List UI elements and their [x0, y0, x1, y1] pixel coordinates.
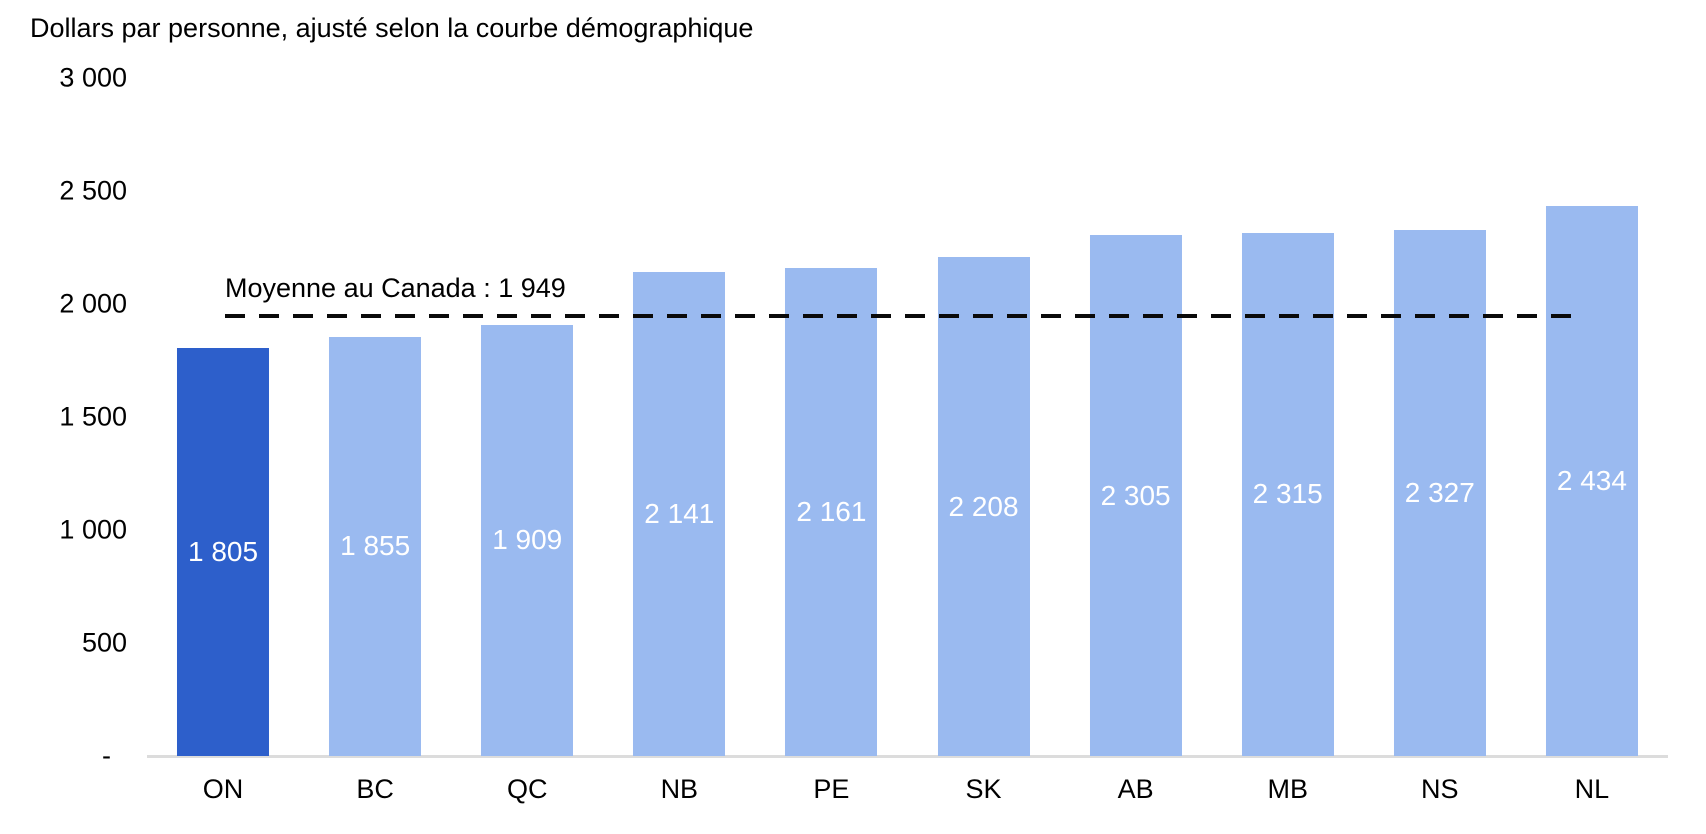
x-axis-label-ab: AB: [1117, 774, 1154, 804]
bar-slot-ns: 2 327 NS: [1364, 78, 1516, 804]
bar-slot-nl: 2 434 NL: [1516, 78, 1668, 804]
bars-container: 1 805 ON 1 855 BC 1 909 QC 2 141 NB 2 161 PE 2 208…: [147, 78, 1668, 804]
bar-slot-on: 1 805 ON: [147, 78, 299, 804]
bar-slot-sk: 2 208 SK: [907, 78, 1059, 804]
bar-value-label: 2 434: [1556, 464, 1627, 496]
bar-value-label: 1 855: [340, 530, 411, 562]
x-axis-label-ns: NS: [1421, 774, 1459, 804]
bar-value-label: 1 909: [492, 524, 563, 556]
x-axis-label-bc: BC: [356, 774, 394, 804]
average-line-label: Moyenne au Canada : 1 949: [225, 272, 566, 303]
bar-value-label: 1 805: [188, 536, 259, 568]
bar-value-label: 2 305: [1100, 479, 1171, 511]
x-axis-label-sk: SK: [965, 774, 1002, 804]
y-tick-label: 2 500: [59, 175, 127, 206]
x-axis-label-nl: NL: [1574, 774, 1610, 804]
bar-value-label: 2 161: [796, 495, 867, 527]
average-dashed-line: [225, 313, 1585, 318]
bar-qc: 1 909: [481, 324, 574, 756]
bar-slot-mb: 2 315 MB: [1212, 78, 1364, 804]
bar-pe: 2 161: [785, 267, 878, 756]
y-tick-label: 500: [81, 627, 127, 658]
bar-ns: 2 327: [1393, 230, 1486, 756]
x-axis-label-qc: QC: [506, 774, 548, 804]
x-axis-label-on: ON: [202, 774, 244, 804]
bar-nb: 2 141: [633, 272, 726, 756]
bar-slot-nb: 2 141 NB: [603, 78, 755, 804]
bar-slot-pe: 2 161 PE: [755, 78, 907, 804]
bar-value-label: 2 327: [1404, 477, 1475, 509]
bar-sk: 2 208: [937, 257, 1030, 756]
bar-nl: 2 434: [1545, 205, 1638, 756]
bar-ab: 2 305: [1089, 235, 1182, 756]
plot-area: 1 805 ON 1 855 BC 1 909 QC 2 141 NB 2 161 PE 2 208…: [147, 78, 1668, 804]
x-axis-label-mb: MB: [1267, 774, 1308, 804]
y-tick-label: 1 000: [59, 514, 127, 545]
chart-title: Dollars par personne, ajusté selon la co…: [30, 13, 754, 43]
bar-value-label: 2 141: [644, 498, 715, 530]
bar-slot-bc: 1 855 BC: [299, 78, 451, 804]
bar-value-label: 2 315: [1252, 478, 1323, 510]
bar-mb: 2 315: [1241, 232, 1334, 756]
y-tick-label: -: [102, 740, 111, 771]
x-axis-label-nb: NB: [660, 774, 699, 804]
bar-bc: 1 855: [329, 336, 422, 756]
bar-slot-ab: 2 305 AB: [1060, 78, 1212, 804]
y-tick-label: 3 000: [59, 62, 127, 93]
x-axis-label-pe: PE: [813, 774, 850, 804]
y-axis: 3 000 2 500 2 000 1 500 1 000 500 -: [0, 63, 127, 771]
x-axis-line: [147, 755, 1668, 758]
bar-on: 1 805: [177, 348, 270, 756]
bar-slot-qc: 1 909 QC: [451, 78, 603, 804]
bar-value-label: 2 208: [948, 490, 1019, 522]
y-tick-label: 1 500: [59, 401, 127, 432]
y-tick-label: 2 000: [59, 288, 127, 319]
